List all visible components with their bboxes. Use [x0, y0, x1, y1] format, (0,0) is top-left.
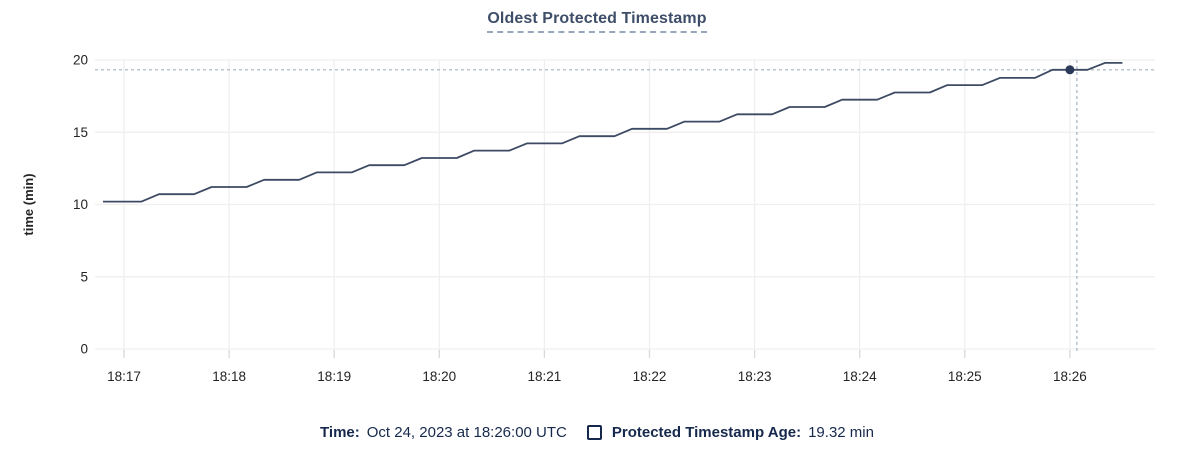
x-tick-label: 18:25	[948, 369, 982, 384]
series-checkbox[interactable]	[586, 425, 602, 440]
chart-title[interactable]: Oldest Protected Timestamp	[487, 10, 707, 33]
y-tick-label: 10	[73, 197, 88, 212]
x-tick-label: 18:20	[422, 369, 456, 384]
y-tick-label: 0	[80, 342, 88, 357]
hover-time-value: Oct 24, 2023 at 18:26:00 UTC	[366, 424, 567, 441]
x-tick-label: 18:21	[528, 369, 562, 384]
hover-time-label: Time:	[320, 424, 360, 441]
x-tick-label: 18:26	[1053, 369, 1087, 384]
chart-header: Oldest Protected Timestamp	[0, 10, 1194, 33]
x-tick-label: 18:17	[107, 369, 141, 384]
hover-legend-row: Time: Oct 24, 2023 at 18:26:00 UTC Prote…	[0, 424, 1194, 441]
y-axis-title: time (min)	[21, 173, 36, 235]
x-tick-label: 18:18	[212, 369, 246, 384]
x-tick-label: 18:19	[317, 369, 351, 384]
series-label: Protected Timestamp Age:	[611, 424, 802, 441]
hover-dot	[1065, 65, 1075, 75]
x-tick-label: 18:24	[843, 369, 877, 384]
y-tick-label: 15	[73, 125, 88, 140]
x-tick-label: 18:22	[633, 369, 667, 384]
x-tick-label: 18:23	[738, 369, 772, 384]
legend-series-protected-timestamp-age[interactable]: Protected Timestamp Age: 19.32 min	[586, 424, 874, 441]
hover-time: Time: Oct 24, 2023 at 18:26:00 UTC	[320, 424, 567, 441]
y-tick-label: 5	[80, 269, 88, 284]
series-line-protected-timestamp-age	[103, 62, 1123, 203]
y-tick-label: 20	[73, 53, 88, 68]
series-value: 19.32 min	[808, 424, 874, 441]
